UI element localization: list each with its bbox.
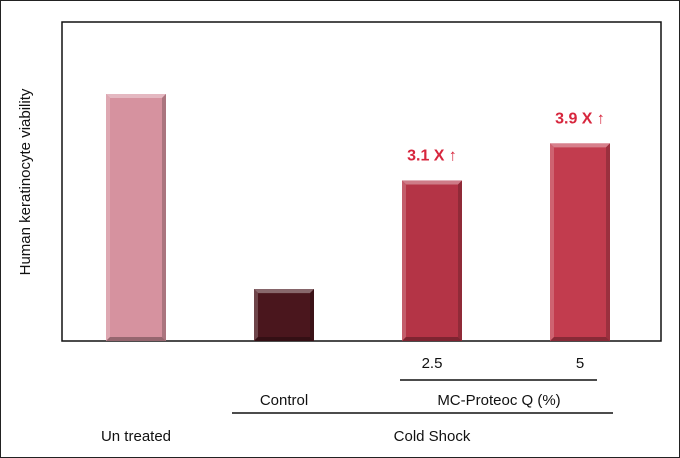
bar-bevel-left — [550, 143, 554, 341]
plot-area — [61, 21, 662, 342]
bar-bevel-right — [458, 180, 462, 341]
bar-4 — [550, 143, 610, 341]
bar-bevel-right — [606, 143, 610, 341]
control-label: Control — [260, 392, 308, 409]
bar-bevel-bottom — [550, 337, 610, 341]
bars-group — [106, 94, 610, 341]
bar-4-annotation: 3.9 X ↑ — [555, 110, 605, 127]
tick-label-5: 5 — [576, 355, 584, 372]
bar-bevel-right — [162, 94, 166, 341]
concentration-label: MC-Proteoc Q (%) — [437, 392, 560, 409]
bar-bevel-top — [254, 289, 314, 294]
bar-body — [254, 289, 314, 341]
bar-body — [402, 180, 462, 341]
bar-bevel-top — [550, 143, 610, 148]
bar-bevel-right — [310, 289, 314, 341]
bar-bevel-top — [106, 94, 166, 98]
bar-3 — [402, 180, 462, 341]
bar-bevel-left — [402, 180, 406, 341]
untreated-label: Un treated — [101, 428, 171, 445]
annotations-group: 3.1 X ↑ 3.9 X ↑ — [407, 110, 605, 164]
bar-3-annotation: 3.1 X ↑ — [407, 147, 457, 164]
bar-bevel-left — [254, 289, 258, 341]
bar-2 — [254, 289, 314, 341]
bar-bevel-bottom — [254, 337, 314, 341]
bar-1 — [106, 94, 166, 341]
bar-bevel-bottom — [402, 337, 462, 341]
y-axis-label: Human keratinocyte viability — [17, 88, 34, 275]
bar-bevel-top — [402, 180, 462, 185]
bar-body — [106, 94, 166, 341]
bar-bevel-bottom — [106, 337, 166, 341]
tick-label-2-5: 2.5 — [422, 355, 443, 372]
bar-body — [550, 143, 610, 341]
bar-bevel-left — [106, 94, 110, 341]
cold-shock-label: Cold Shock — [394, 428, 471, 445]
